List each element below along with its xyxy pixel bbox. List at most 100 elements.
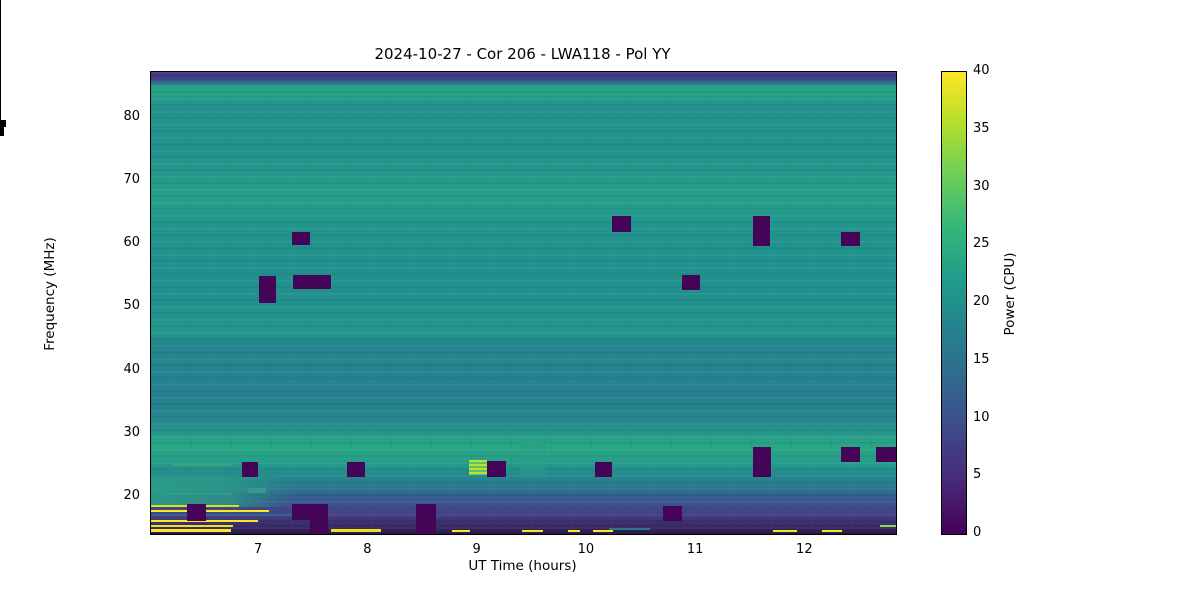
rfi-stripe xyxy=(879,525,896,528)
x-tick-label: 10 xyxy=(577,542,595,557)
x-minor-tick xyxy=(0,96,1,99)
flagged-block xyxy=(752,216,771,247)
rfi-stripe xyxy=(171,463,232,466)
rfi-stripe xyxy=(151,529,231,532)
flagged-block xyxy=(293,275,332,290)
flagged-block xyxy=(241,462,259,478)
flagged-block xyxy=(752,447,772,478)
x-minor-tick xyxy=(0,42,1,45)
colorbar-tick-label: 20 xyxy=(973,294,990,309)
colorbar-tick xyxy=(0,135,4,136)
colorbar-tick-label: 15 xyxy=(973,351,990,367)
x-minor-tick xyxy=(0,87,1,90)
x-minor-tick xyxy=(0,105,1,108)
y-tick-label: 20 xyxy=(123,488,140,504)
x-minor-tick xyxy=(0,117,1,120)
flagged-block xyxy=(291,504,328,521)
x-minor-tick xyxy=(0,54,1,57)
rfi-stripe xyxy=(522,529,544,532)
rfi-stripe xyxy=(151,509,269,513)
x-minor-tick xyxy=(0,102,1,105)
rfi-stripe xyxy=(151,514,320,517)
x-tick-label: 9 xyxy=(472,542,481,557)
rfi-stripe xyxy=(331,529,382,532)
flagged-block xyxy=(487,460,506,478)
x-tick-label: 7 xyxy=(254,542,263,557)
x-tick xyxy=(0,12,1,18)
colorbar-tick xyxy=(0,127,4,128)
colorbar-tick xyxy=(0,129,4,130)
x-tick-label: 12 xyxy=(796,542,813,557)
rfi-stripe xyxy=(568,529,581,532)
y-tick xyxy=(0,122,6,123)
y-tick-label: 60 xyxy=(123,235,140,251)
plot-area xyxy=(150,71,897,535)
flagged-block xyxy=(841,232,860,247)
x-tick xyxy=(0,0,1,6)
flagged-block xyxy=(681,275,701,290)
x-tick xyxy=(0,18,1,24)
colorbar-label: Power (CPU) xyxy=(1002,252,1018,336)
x-minor-tick xyxy=(0,45,1,48)
y-tick xyxy=(0,124,6,125)
flagged-block xyxy=(416,504,437,534)
y-axis-label: Frequency (MHz) xyxy=(42,237,58,351)
x-minor-tick xyxy=(0,114,1,117)
x-minor-tick xyxy=(0,63,1,66)
colorbar-tick-label: 40 xyxy=(973,63,990,78)
y-tick-label: 50 xyxy=(123,298,140,314)
y-tick xyxy=(0,120,6,121)
rfi-patch xyxy=(151,477,293,508)
x-minor-tick xyxy=(0,108,1,111)
colorbar-tick-label: 10 xyxy=(973,409,990,425)
y-tick-label: 70 xyxy=(123,171,140,187)
rfi-stripe xyxy=(821,529,843,532)
rfi-stripe xyxy=(772,529,797,532)
x-minor-tick xyxy=(0,93,1,96)
colorbar-tick xyxy=(0,128,4,129)
x-axis-label: UT Time (hours) xyxy=(468,558,577,574)
rfi-stripe xyxy=(608,527,651,530)
colorbar-tick-label: 35 xyxy=(973,120,990,136)
bright-rfi-patch xyxy=(468,459,488,476)
y-tick-label: 80 xyxy=(123,108,140,124)
colorbar-tick xyxy=(0,133,4,134)
x-minor-tick xyxy=(0,75,1,78)
flagged-block xyxy=(663,505,682,521)
x-minor-tick xyxy=(0,51,1,54)
flagged-block xyxy=(611,216,631,233)
colorbar-tick-label: 30 xyxy=(973,178,990,194)
rfi-stripe xyxy=(151,524,233,528)
colorbar-tick xyxy=(0,134,4,135)
x-minor-tick xyxy=(0,36,1,39)
heatmap-background xyxy=(151,72,896,534)
x-minor-tick xyxy=(0,90,1,93)
x-minor-tick xyxy=(0,57,1,60)
flagged-block xyxy=(841,447,860,463)
y-tick xyxy=(0,121,6,122)
y-tick xyxy=(0,123,6,124)
colorbar-tick-label: 0 xyxy=(973,525,982,540)
rfi-stripe xyxy=(166,492,232,495)
x-minor-tick xyxy=(0,69,1,72)
y-tick-label: 30 xyxy=(123,425,140,440)
rfi-patch xyxy=(521,437,546,477)
x-minor-tick xyxy=(0,84,1,87)
x-minor-tick xyxy=(0,72,1,75)
flagged-block xyxy=(876,447,896,463)
colorbar xyxy=(941,71,967,535)
colorbar-tick-label: 25 xyxy=(973,236,990,252)
chart-title: 2024-10-27 - Cor 206 - LWA118 - Pol YY xyxy=(374,45,671,63)
y-tick xyxy=(0,125,6,126)
rfi-stripe xyxy=(452,529,470,532)
heatmap-timebin-texture xyxy=(151,72,896,534)
x-minor-tick xyxy=(0,39,1,42)
rfi-stripe xyxy=(593,529,614,532)
x-minor-tick xyxy=(0,48,1,51)
x-tick-label: 11 xyxy=(686,542,704,557)
x-minor-tick xyxy=(0,99,1,102)
flagged-block xyxy=(259,275,276,303)
x-minor-tick xyxy=(0,111,1,114)
flagged-block xyxy=(291,232,311,246)
